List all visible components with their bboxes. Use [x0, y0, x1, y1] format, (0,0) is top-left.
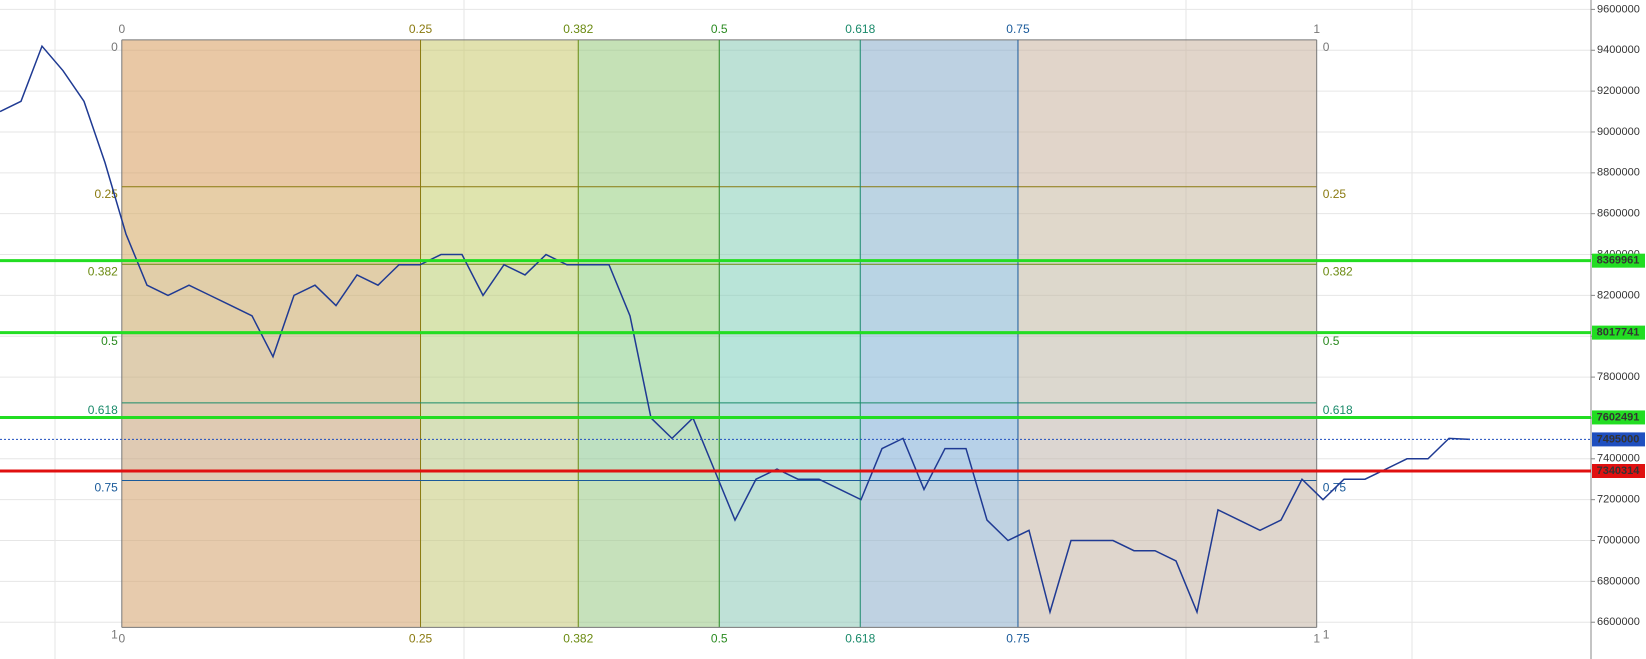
fib-label-top: 0.25	[409, 22, 433, 36]
fib-label-top: 0	[118, 22, 125, 36]
y-tick-label: 9400000	[1597, 44, 1640, 56]
fib-label-bottom: 0.75	[1006, 632, 1030, 646]
fib-label-top: 1	[1313, 22, 1320, 36]
fib-label-top: 0.75	[1006, 22, 1030, 36]
fib-label-bottom: 1	[1313, 632, 1320, 646]
price-tag	[1592, 253, 1645, 268]
y-tick-label: 6600000	[1597, 616, 1640, 628]
fib-label-top: 0.5	[711, 22, 728, 36]
price-tag	[1592, 464, 1645, 479]
y-tick-label: 9200000	[1597, 85, 1640, 97]
fib-label-bottom: 0.5	[711, 632, 728, 646]
fib-label-left: 0.75	[94, 481, 118, 495]
fib-label-top: 0.382	[563, 22, 593, 36]
fib-label-left: 0.382	[88, 264, 118, 278]
y-tick-label: 8800000	[1597, 167, 1640, 179]
price-tag	[1592, 410, 1645, 425]
fib-label-right: 0.382	[1323, 264, 1353, 278]
fib-label-right: 0.618	[1323, 403, 1353, 417]
fib-label-bottom: 0.382	[563, 632, 593, 646]
fib-label-right: 0	[1323, 40, 1330, 54]
price-tag-label: 8017741	[1597, 327, 1640, 339]
fib-label-right: 0.5	[1323, 334, 1340, 348]
fib-label-bottom: 0.618	[845, 632, 875, 646]
y-tick-label: 8600000	[1597, 208, 1640, 220]
fib-label-left: 0.25	[94, 187, 118, 201]
y-tick-label: 7200000	[1597, 494, 1640, 506]
fib-label-left: 0.5	[101, 334, 118, 348]
fib-label-left: 0	[111, 40, 118, 54]
price-line	[0, 44, 1471, 615]
price-tag	[1592, 325, 1645, 340]
fib-label-right: 0.25	[1323, 187, 1347, 201]
fib-label-left: 0.618	[88, 403, 118, 417]
fib-label-bottom: 0.25	[409, 632, 433, 646]
y-tick-label: 9600000	[1597, 3, 1640, 15]
y-tick-label: 6800000	[1597, 575, 1640, 587]
price-tag-label: 8369961	[1597, 255, 1640, 267]
y-tick-label: 7800000	[1597, 371, 1640, 383]
fib-label-top: 0.618	[845, 22, 875, 36]
price-tag-label: 7340314	[1597, 465, 1641, 477]
price-tag	[1592, 432, 1645, 447]
fib-label-bottom: 0	[118, 632, 125, 646]
y-tick-label: 9000000	[1597, 126, 1640, 138]
y-tick-label: 7000000	[1597, 534, 1640, 546]
y-tick-label: 8200000	[1597, 289, 1640, 301]
price-tag-label: 7602491	[1597, 411, 1640, 423]
price-tag-label: 7495000	[1597, 433, 1640, 445]
y-tick-label: 7400000	[1597, 453, 1640, 465]
fib-label-right: 1	[1323, 628, 1330, 642]
fib-label-left: 1	[111, 628, 118, 642]
